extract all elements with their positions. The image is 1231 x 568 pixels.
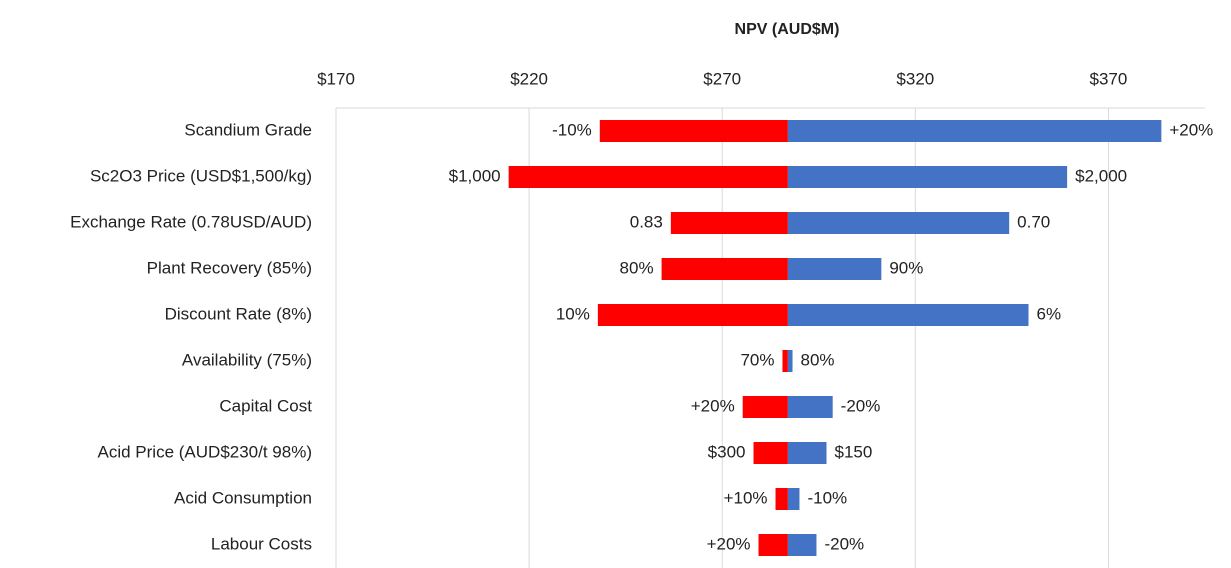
bar (742, 396, 788, 418)
x-tick-label: $370 (1090, 69, 1128, 88)
bar (787, 442, 827, 464)
category-label: Exchange Rate (0.78USD/AUD) (70, 212, 312, 231)
x-tick-label: $320 (896, 69, 934, 88)
category-label: Acid Consumption (174, 488, 312, 507)
data-label: 90% (889, 258, 923, 277)
x-tick-label: $220 (510, 69, 548, 88)
data-label: -10% (807, 488, 847, 507)
bar (787, 258, 882, 280)
category-label: Acid Price (AUD$230/t 98%) (98, 442, 312, 461)
bar (508, 166, 788, 188)
data-label: $1,000 (449, 166, 501, 185)
bar (787, 120, 1162, 142)
data-label: 6% (1036, 304, 1061, 323)
bar (753, 442, 788, 464)
data-label: +10% (724, 488, 768, 507)
bar (787, 212, 1010, 234)
category-label: Capital Cost (219, 396, 312, 415)
data-label: $300 (708, 442, 746, 461)
data-label: +20% (707, 534, 751, 553)
data-label: -20% (841, 396, 881, 415)
bar (787, 534, 817, 556)
bar (599, 120, 788, 142)
bar (775, 488, 788, 510)
bar (661, 258, 788, 280)
category-label: Sc2O3 Price (USD$1,500/kg) (90, 166, 312, 185)
bar (597, 304, 788, 326)
bar (787, 396, 833, 418)
bar (782, 350, 788, 372)
data-label: +20% (1169, 120, 1213, 139)
category-label: Labour Costs (211, 534, 312, 553)
data-label: -20% (824, 534, 864, 553)
data-label: 70% (740, 350, 774, 369)
bar (787, 488, 800, 510)
data-label: +20% (691, 396, 735, 415)
bar (787, 166, 1068, 188)
data-label: 80% (801, 350, 835, 369)
data-label: $150 (835, 442, 873, 461)
bar (758, 534, 788, 556)
x-tick-label: $270 (703, 69, 741, 88)
chart-title: NPV (AUD$M) (735, 21, 840, 38)
category-label: Plant Recovery (85%) (147, 258, 312, 277)
category-label: Availability (75%) (182, 350, 312, 369)
data-label: 0.83 (630, 212, 663, 231)
bar (787, 350, 793, 372)
data-label: 0.70 (1017, 212, 1050, 231)
category-label: Discount Rate (8%) (165, 304, 312, 323)
data-label: $2,000 (1075, 166, 1127, 185)
bar (670, 212, 788, 234)
x-tick-label: $170 (317, 69, 355, 88)
data-label: 10% (556, 304, 590, 323)
category-label: Scandium Grade (184, 120, 312, 139)
bar (787, 304, 1029, 326)
data-label: -10% (552, 120, 592, 139)
data-label: 80% (620, 258, 654, 277)
